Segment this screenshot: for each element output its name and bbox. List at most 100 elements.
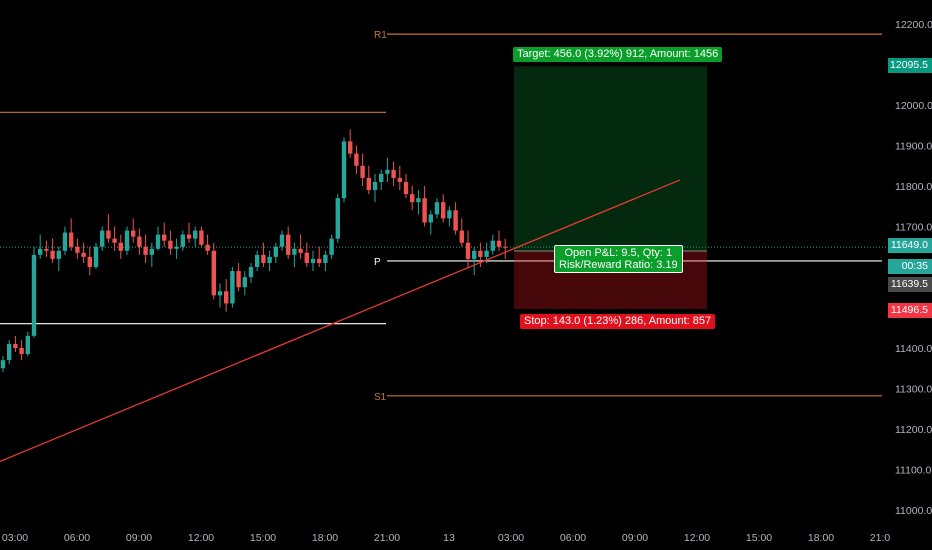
x-tick-label: 06:00 xyxy=(560,532,586,544)
candle-body xyxy=(348,141,353,154)
x-tick-label: 09:00 xyxy=(126,532,152,544)
candle-body xyxy=(292,248,297,255)
candle-body xyxy=(484,250,489,257)
candle-body xyxy=(13,343,18,348)
candle-body xyxy=(174,246,179,249)
trendline xyxy=(0,179,681,463)
candle-body xyxy=(7,343,12,361)
candle-body xyxy=(453,210,458,231)
candle-body xyxy=(459,230,464,243)
level-label: P xyxy=(374,257,381,268)
candle-body xyxy=(496,240,502,247)
candle-body xyxy=(329,238,334,255)
y-tick-label: 11200.0 xyxy=(895,424,932,436)
candle-body xyxy=(75,246,80,253)
candle-body xyxy=(81,252,86,257)
candle-body xyxy=(379,173,384,182)
price-tag: 11649.0 xyxy=(888,238,932,253)
candle-body xyxy=(38,248,43,255)
price-tag: 11496.5 xyxy=(888,303,932,318)
target-zone xyxy=(514,66,707,252)
risk-reward-label: Risk/Reward Ratio: 3.19 xyxy=(559,259,678,271)
candle-body xyxy=(416,198,421,203)
candle-body xyxy=(422,198,427,223)
candle-body xyxy=(248,267,254,278)
candle-body xyxy=(465,242,471,259)
candle-body xyxy=(100,230,105,247)
x-tick-label: 12:00 xyxy=(188,532,214,544)
candle-body xyxy=(310,258,316,263)
candle-body xyxy=(193,230,198,239)
candle-body xyxy=(242,277,247,288)
time-axis: 03:00 06:00 09:00 12:00 15:00 18:00 21:00 13 03:… xyxy=(2,532,891,544)
candle-body xyxy=(236,271,241,288)
candle-body xyxy=(298,248,303,253)
candle-body xyxy=(162,234,167,241)
level-label: S1 xyxy=(374,392,387,403)
x-tick-label: 21:00 xyxy=(374,532,400,544)
candle-body xyxy=(391,169,396,178)
candle-body xyxy=(93,246,99,267)
x-tick-label: 15:00 xyxy=(746,532,772,544)
candle-body xyxy=(341,141,347,199)
candle-body xyxy=(131,230,136,237)
price-tag: 00:35 xyxy=(888,259,932,274)
pnl-label: Open P&L: 9.5, Qty: 1 xyxy=(564,247,673,259)
candle-body xyxy=(50,250,55,259)
target-label: Target: 456.0 (3.92%) 912, Amount: 1456 xyxy=(513,47,723,62)
candle-body xyxy=(354,153,359,166)
y-tick-label: 11100.0 xyxy=(895,465,932,477)
candle-body xyxy=(205,244,210,251)
candle-body xyxy=(304,252,309,263)
stop-label: Stop: 143.0 (1.23%) 286, Amount: 857 xyxy=(520,314,716,329)
candle-body xyxy=(211,250,216,296)
candle-body xyxy=(410,194,415,203)
candle-body xyxy=(137,236,142,247)
candle-body xyxy=(261,254,266,263)
candle-body xyxy=(503,246,508,248)
candle-body xyxy=(124,230,130,251)
candle-body xyxy=(69,232,74,247)
candle-body xyxy=(472,250,477,259)
candle-body xyxy=(441,202,446,219)
x-tick-label: 18:00 xyxy=(312,532,338,544)
candle-body xyxy=(273,246,278,257)
y-tick-label: 11400.0 xyxy=(895,343,932,355)
price-tag: 11639.5 xyxy=(888,277,932,292)
candle-body xyxy=(360,165,365,178)
candle-body xyxy=(434,202,440,215)
candle-body xyxy=(230,271,235,304)
y-tick-label: 11700.0 xyxy=(895,222,932,234)
candle-body xyxy=(25,335,30,355)
candle-body xyxy=(217,291,223,296)
candle-body xyxy=(447,210,452,219)
x-tick-label: 13 xyxy=(443,532,455,544)
candle-body xyxy=(478,250,483,257)
pnl-box: Open P&L: 9.5, Qty: 1 Risk/Reward Ratio:… xyxy=(554,245,683,273)
candle-body xyxy=(286,234,291,255)
candle-body xyxy=(118,242,123,251)
candle-body xyxy=(143,246,148,255)
y-tick-label: 11000.0 xyxy=(895,505,932,517)
candle-body xyxy=(56,250,61,259)
candle-body xyxy=(62,232,68,251)
candle-body xyxy=(106,230,111,239)
x-tick-label: 09:00 xyxy=(622,532,648,544)
candle-body xyxy=(428,214,433,223)
candle-body xyxy=(397,177,402,182)
x-tick-label: 15:00 xyxy=(250,532,276,544)
y-tick-label: 11900.0 xyxy=(895,141,932,153)
candle-body xyxy=(490,240,495,251)
candle-body xyxy=(0,360,6,369)
candle-body xyxy=(403,181,409,195)
candle-body xyxy=(180,234,185,247)
candle-body xyxy=(335,198,340,239)
candle-body xyxy=(19,348,24,355)
x-tick-label: 06:00 xyxy=(64,532,90,544)
candle-body xyxy=(168,240,173,249)
candle-body xyxy=(112,238,117,243)
price-tag: 12095.5 xyxy=(888,58,932,73)
candle-body xyxy=(323,254,328,263)
position-zones xyxy=(514,66,707,309)
